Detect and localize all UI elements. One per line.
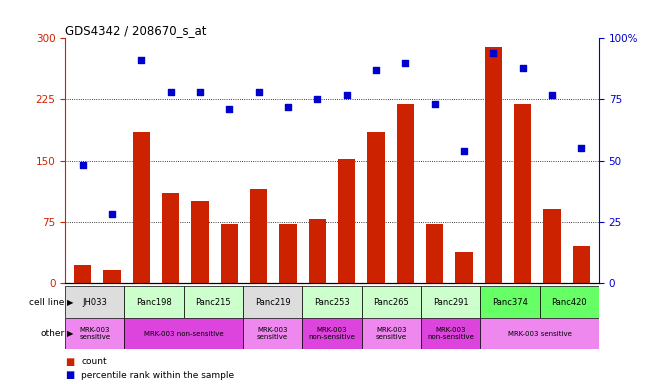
Bar — [191, 201, 209, 283]
Point — [488, 50, 499, 56]
Text: Panc420: Panc420 — [551, 298, 587, 307]
Text: Panc219: Panc219 — [255, 298, 290, 307]
Bar — [480, 286, 540, 318]
Point — [576, 145, 587, 151]
Bar — [104, 270, 121, 283]
Bar — [426, 224, 443, 283]
Text: Panc265: Panc265 — [374, 298, 409, 307]
Bar — [338, 159, 355, 283]
Point — [459, 148, 469, 154]
Bar — [480, 318, 599, 349]
Bar — [250, 189, 268, 283]
Text: ■: ■ — [65, 370, 74, 381]
Bar — [65, 318, 124, 349]
Bar — [162, 193, 180, 283]
Point — [342, 91, 352, 98]
Text: MRK-003
sensitive: MRK-003 sensitive — [79, 327, 110, 340]
Bar — [302, 286, 362, 318]
Bar — [362, 318, 421, 349]
Bar — [302, 318, 362, 349]
Bar — [362, 286, 421, 318]
Bar — [572, 246, 590, 283]
Text: Panc253: Panc253 — [314, 298, 350, 307]
Point — [253, 89, 264, 95]
Point — [195, 89, 205, 95]
Text: ■: ■ — [65, 356, 74, 367]
Point — [107, 211, 117, 217]
Point — [224, 106, 234, 112]
Bar — [309, 219, 326, 283]
Bar — [367, 132, 385, 283]
Text: MRK-003 sensitive: MRK-003 sensitive — [508, 331, 572, 337]
Point — [371, 67, 381, 73]
Bar — [243, 286, 302, 318]
Point — [430, 101, 440, 108]
Point — [518, 65, 528, 71]
Text: MRK-003 non-sensitive: MRK-003 non-sensitive — [144, 331, 223, 337]
Point — [547, 91, 557, 98]
Text: Panc215: Panc215 — [195, 298, 231, 307]
Text: MRK-003
sensitive: MRK-003 sensitive — [257, 327, 288, 340]
Text: MRK-003
non-sensitive: MRK-003 non-sensitive — [427, 327, 474, 340]
Bar — [421, 318, 480, 349]
Bar — [514, 104, 531, 283]
Bar — [279, 224, 297, 283]
Bar — [133, 132, 150, 283]
Text: count: count — [81, 357, 107, 366]
Bar — [124, 286, 184, 318]
Text: Panc374: Panc374 — [492, 298, 528, 307]
Bar — [540, 286, 599, 318]
Point — [136, 57, 146, 63]
Bar — [74, 265, 92, 283]
Bar — [184, 286, 243, 318]
Text: ▶: ▶ — [67, 298, 74, 307]
Text: GDS4342 / 208670_s_at: GDS4342 / 208670_s_at — [65, 24, 206, 37]
Bar — [421, 286, 480, 318]
Text: JH033: JH033 — [82, 298, 107, 307]
Text: Panc291: Panc291 — [433, 298, 469, 307]
Text: Panc198: Panc198 — [136, 298, 172, 307]
Point — [165, 89, 176, 95]
Bar — [65, 286, 124, 318]
Text: percentile rank within the sample: percentile rank within the sample — [81, 371, 234, 380]
Text: MRK-003
non-sensitive: MRK-003 non-sensitive — [309, 327, 355, 340]
Text: ▶: ▶ — [67, 329, 74, 338]
Text: other: other — [40, 329, 64, 338]
Point — [77, 162, 88, 169]
Point — [312, 96, 322, 103]
Bar — [484, 46, 502, 283]
Point — [283, 104, 293, 110]
Text: cell line: cell line — [29, 298, 64, 307]
Point — [400, 60, 411, 66]
Bar — [243, 318, 302, 349]
Text: MRK-003
sensitive: MRK-003 sensitive — [376, 327, 407, 340]
Bar — [221, 224, 238, 283]
Bar — [543, 209, 561, 283]
Bar — [396, 104, 414, 283]
Bar — [124, 318, 243, 349]
Bar — [455, 252, 473, 283]
